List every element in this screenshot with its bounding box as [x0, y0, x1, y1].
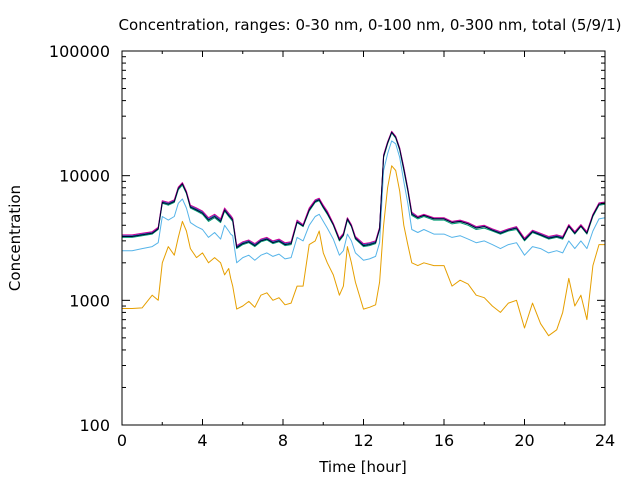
- series-line-6: [122, 131, 606, 249]
- plot-frame: [121, 50, 606, 426]
- ticks-layer: 0 4 8 12 16 20 24 100 1000 10000 100000: [49, 42, 615, 450]
- x-tick-label: 4: [197, 431, 207, 450]
- y-tick-label: 100: [79, 416, 110, 435]
- series-line-1: [122, 165, 605, 337]
- series-line-2: [122, 140, 606, 264]
- y-tick-label: 10000: [59, 167, 110, 186]
- series-layer: [122, 130, 606, 337]
- y-tick-label: 1000: [69, 291, 110, 310]
- x-tick-label: 20: [514, 431, 534, 450]
- x-tick-label: 0: [117, 431, 127, 450]
- y-axis-label: Concentration: [6, 185, 24, 291]
- x-axis-label: Time [hour]: [318, 458, 407, 476]
- x-tick-label: 16: [434, 431, 454, 450]
- chart-title: Concentration, ranges: 0-30 nm, 0-100 nm…: [119, 16, 622, 34]
- x-tick-label: 24: [595, 431, 615, 450]
- series-line-4: [122, 131, 606, 248]
- x-tick-label: 12: [353, 431, 373, 450]
- y-tick-label: 100000: [49, 42, 110, 61]
- series-line-5: [122, 130, 606, 247]
- x-tick-label: 8: [278, 431, 288, 450]
